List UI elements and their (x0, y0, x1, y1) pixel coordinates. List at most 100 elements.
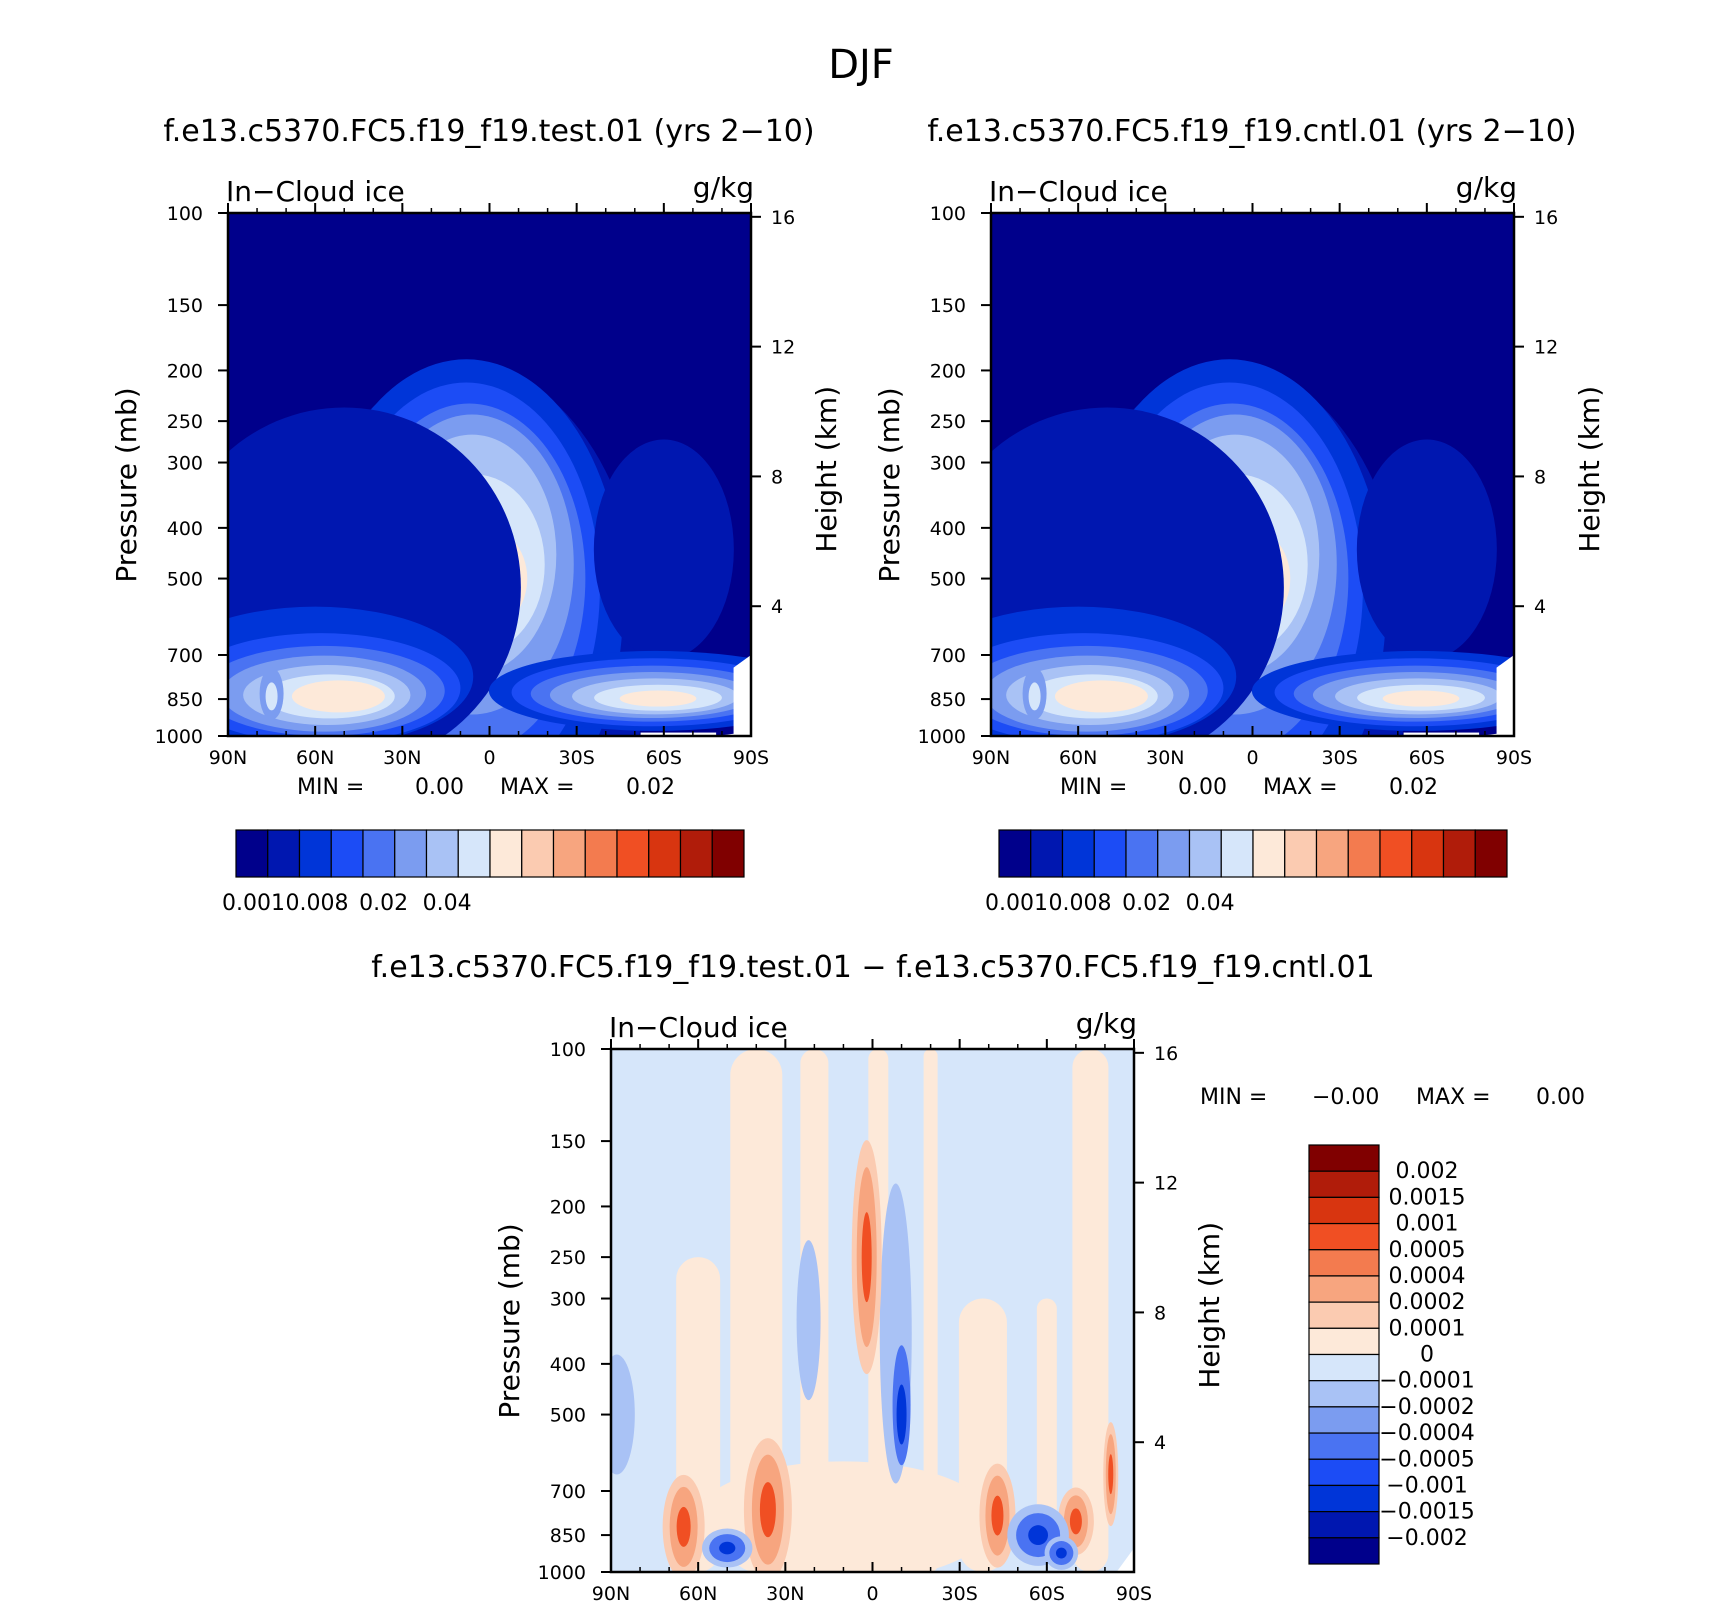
cntl-ytick-label: 300 (930, 453, 966, 475)
diff-y2label: Height (km) (1193, 1222, 1226, 1389)
diff-ytick-label: 300 (550, 1289, 586, 1311)
cntl-ytick-label: 250 (930, 411, 966, 433)
diff-ytick-label: 850 (550, 1525, 586, 1547)
cntl-colorbar-box (1061, 829, 1095, 878)
test-ytick-label: 300 (167, 453, 203, 475)
cntl-y2tick-label: 12 (1534, 337, 1558, 359)
test-missing (716, 654, 751, 736)
cntl-colorbar-box (1125, 829, 1159, 878)
diff-y2tick-label: 12 (1154, 1173, 1178, 1195)
diff-colorbar-label: 0.0002 (1389, 1290, 1466, 1315)
diff-contour (1036, 1298, 1057, 1549)
diff-ylabel: Pressure (mb) (493, 1223, 526, 1418)
cntl-ylabel: Pressure (mb) (873, 387, 906, 582)
diff-colorbar-label: −0.0015 (1379, 1500, 1474, 1525)
cntl-ytick-label: 1000 (918, 726, 966, 748)
test-field (228, 213, 751, 736)
diff-colorbar-label: 0.001 (1396, 1212, 1459, 1237)
test-ytick-label: 150 (167, 295, 203, 317)
cntl-xtick-label: 60S (1409, 747, 1445, 769)
diff-colorbar-box (1308, 1327, 1380, 1356)
test-ytick-label: 200 (167, 360, 203, 382)
diff-max-label: MAX = (1416, 1085, 1491, 1110)
diff-colorbar-box (1308, 1196, 1380, 1225)
diff-colorbar-box (1308, 1432, 1380, 1460)
diff-contour (923, 1049, 938, 1572)
test-colorbar-box (489, 829, 523, 878)
cntl-colorbar-label: 0.008 (1048, 891, 1111, 916)
cntl-run-title: f.e13.c5370.FC5.f19_f19.cntl.01 (yrs 2−1… (927, 114, 1576, 149)
diff-contour (611, 1354, 635, 1475)
diff-colorbar-label: 0.0001 (1389, 1316, 1466, 1341)
cntl-contour (1054, 680, 1148, 713)
cntl-colorbar-box (1411, 829, 1445, 878)
diff-y2tick-label: 16 (1154, 1043, 1178, 1065)
diff-xtick-label: 30S (942, 1583, 978, 1605)
test-colorbar-box (679, 829, 713, 878)
diff-colorbar-box (1308, 1484, 1380, 1513)
test-colorbar-box (235, 829, 269, 878)
cntl-contour (1356, 439, 1497, 660)
diff-contour (719, 1541, 736, 1555)
diff-variable: In−Cloud ice (609, 1011, 788, 1044)
diff-colorbar-box (1308, 1170, 1380, 1198)
diff-colorbar-label: −0.0005 (1379, 1447, 1474, 1472)
cntl-panel: 90N 60N 30N 0 30S 60S 90S 100 150 200 250 300 400 500… (873, 171, 1606, 916)
diff-colorbar-label: −0.0001 (1379, 1369, 1474, 1394)
test-variable: In−Cloud ice (226, 175, 405, 208)
test-ytick-label: 700 (167, 645, 203, 667)
cntl-variable: In−Cloud ice (989, 175, 1168, 208)
test-colorbar-box (394, 829, 428, 878)
cntl-colorbar-box (1093, 829, 1127, 878)
test-ytick-label: 1000 (155, 726, 203, 748)
test-colorbar-box (330, 829, 364, 878)
test-contour (265, 682, 278, 711)
test-colorbar-label: 0.04 (423, 891, 472, 916)
test-min-label: MIN = (297, 775, 364, 800)
cntl-y2tick-label: 16 (1534, 207, 1558, 229)
test-run-title: f.e13.c5370.FC5.f19_f19.test.01 (yrs 2−1… (163, 114, 814, 149)
diff-contour (1055, 1547, 1067, 1559)
cntl-xtick-label: 90N (972, 747, 1010, 769)
diff-missing (1116, 1548, 1134, 1572)
diff-colorbar-label: −0.002 (1386, 1526, 1467, 1551)
cntl-colorbar-box (1030, 829, 1064, 878)
diff-colorbar-box (1308, 1458, 1380, 1487)
diff-ytick-label: 100 (550, 1039, 586, 1061)
diff-y2tick-label: 4 (1154, 1432, 1166, 1454)
cntl-ytick-label: 150 (930, 295, 966, 317)
cntl-colorbar-box (1379, 829, 1413, 878)
cntl-ytick-label: 850 (930, 689, 966, 711)
cntl-ytick-label: 500 (930, 569, 966, 591)
diff-ytick-label: 400 (550, 1354, 586, 1376)
test-colorbar-box (362, 829, 396, 878)
cntl-y2tick-label: 8 (1534, 466, 1546, 488)
cntl-missing (1479, 654, 1514, 736)
cntl-max-value: 0.02 (1389, 775, 1438, 800)
test-colorbar-box (521, 829, 555, 878)
cntl-units: g/kg (1456, 171, 1517, 204)
diff-ytick-label: 150 (550, 1131, 586, 1153)
test-colorbar-box (648, 829, 682, 878)
diff-colorbar-label: −0.0002 (1379, 1395, 1474, 1420)
test-colorbar-box (711, 829, 745, 878)
diff-colorbar-box (1308, 1537, 1380, 1565)
test-y2tick-label: 8 (771, 466, 783, 488)
diff-ytick-label: 700 (550, 1481, 586, 1503)
test-colorbar-box (616, 829, 650, 878)
test-contour (291, 680, 385, 713)
cntl-colorbar-box (1442, 829, 1476, 878)
test-colorbar-label: 0.02 (359, 891, 408, 916)
cntl-y2tick-label: 4 (1534, 596, 1546, 618)
cntl-xtick-label: 90S (1496, 747, 1532, 769)
cntl-min-label: MIN = (1060, 775, 1127, 800)
diff-colorbar-label: 0.0015 (1389, 1185, 1466, 1210)
cntl-xtick-label: 0 (1246, 747, 1258, 769)
cntl-colorbar-box (1252, 829, 1286, 878)
cntl-xtick-label: 30N (1146, 747, 1184, 769)
diff-colorbar-box (1308, 1406, 1380, 1434)
diff-ytick-label: 200 (550, 1196, 586, 1218)
cntl-xtick-label: 60N (1059, 747, 1097, 769)
test-units: g/kg (693, 171, 754, 204)
test-ylabel: Pressure (mb) (110, 387, 143, 582)
